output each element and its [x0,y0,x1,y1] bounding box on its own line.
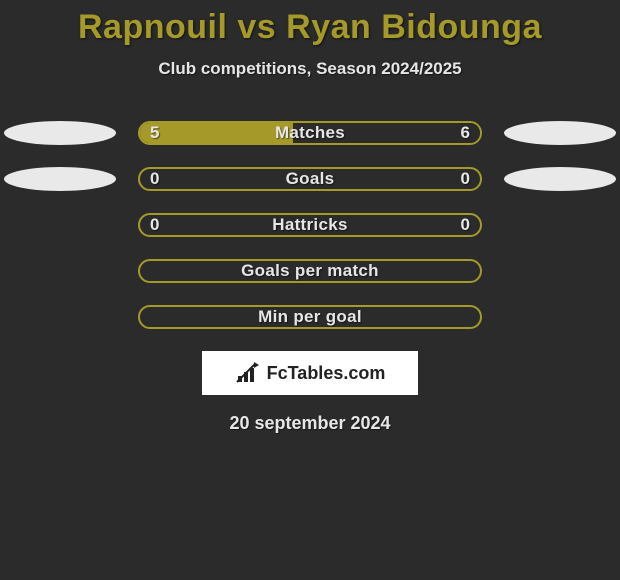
stat-value-left: 5 [150,121,159,145]
page-subtitle: Club competitions, Season 2024/2025 [0,59,620,79]
stat-value-right: 0 [461,213,470,237]
stat-label: Goals [286,169,335,189]
stat-value-left: 0 [150,213,159,237]
fctables-icon [235,362,263,384]
stat-value-left: 0 [150,167,159,191]
page-title: Rapnouil vs Ryan Bidounga [0,0,620,47]
player-badge-right [504,167,616,191]
stat-label: Matches [275,123,345,143]
stat-row: Goals 0 0 [0,167,620,191]
stat-bar: Matches [138,121,482,145]
stat-bar: Goals [138,167,482,191]
stat-bar: Hattricks [138,213,482,237]
stat-bar: Min per goal [138,305,482,329]
stat-label: Goals per match [241,261,379,281]
stat-rows: Matches 5 6 Goals 0 0 Hattricks 0 0 Goals per mat… [0,121,620,329]
stat-row: Min per goal [0,305,620,329]
player-badge-left [4,121,116,145]
player-badge-left [4,167,116,191]
logo-box: FcTables.com [202,351,418,395]
date-text: 20 september 2024 [0,413,620,434]
stat-bar: Goals per match [138,259,482,283]
stat-label: Min per goal [258,307,362,327]
comparison-infographic: Rapnouil vs Ryan Bidounga Club competiti… [0,0,620,580]
stat-row: Matches 5 6 [0,121,620,145]
logo-text: FcTables.com [267,363,386,384]
stat-row: Hattricks 0 0 [0,213,620,237]
stat-value-right: 0 [461,167,470,191]
stat-value-right: 6 [461,121,470,145]
player-badge-right [504,121,616,145]
stat-row: Goals per match [0,259,620,283]
bar-fill-left [140,123,293,143]
stat-label: Hattricks [272,215,347,235]
